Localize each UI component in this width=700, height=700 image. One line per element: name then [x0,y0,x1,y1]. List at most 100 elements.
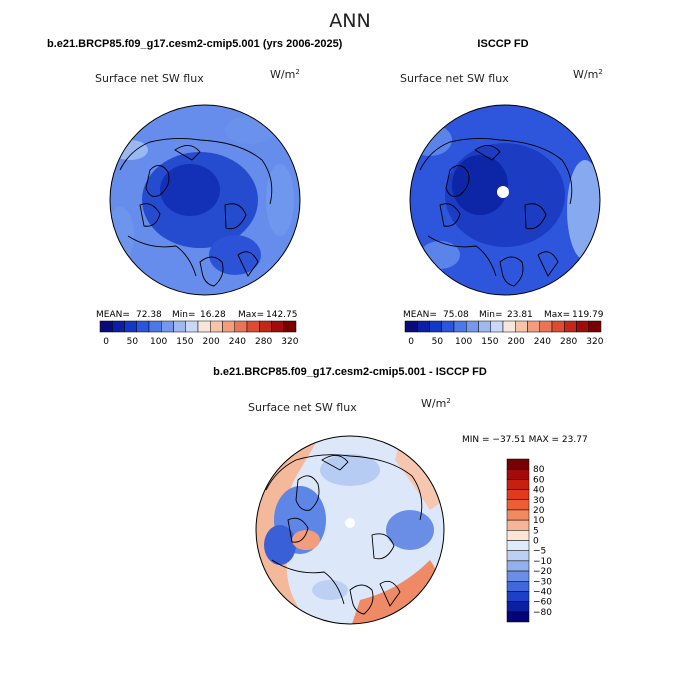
colorbar-swatch [506,519,530,531]
colorbar-tick-label: 50 [127,337,139,347]
panel-b-variable-label: Surface net SW flux [400,72,509,85]
colorbar-tick-label: 100 [455,337,472,347]
colorbar-swatch [173,320,186,333]
colorbar-swatch [506,458,530,470]
panel-b-mean-label: MEAN= [403,310,437,320]
colorbar-tick-label: −5 [533,547,546,557]
panel-b-field-patch [420,241,460,269]
colorbar-tick-label: 320 [281,337,298,347]
panel-b-field-patch [567,160,600,260]
colorbar-swatch [490,320,504,333]
panel-c-stats: MIN = −37.51 MAX = 23.77 [462,435,588,445]
colorbar-swatch [506,550,530,562]
panel-a-field-patch [209,235,261,275]
colorbar-swatch [283,320,297,333]
colorbar-swatch [210,320,223,333]
colorbar-swatch [222,320,235,333]
colorbar-swatch [506,581,530,592]
colorbar-swatch [502,320,516,333]
panel-a-map [109,104,301,296]
page-title: ANN [329,10,370,32]
panel-b-stats: MEAN= 75.08 Min= 23.81 Max= 119.79 [403,310,604,320]
colorbar-tick-label: 40 [533,486,545,496]
colorbar-tick-label: −80 [533,608,552,618]
colorbar-swatch [453,320,467,333]
colorbar-tick-label: 20 [533,506,545,516]
colorbar-swatch [551,320,565,333]
panel-c-units: W/m2 [421,397,451,410]
colorbar-swatch [124,320,137,333]
panel-b-colorbar: 0 50 100 150 200 240 280 320 [404,320,604,347]
panel-c-case-title: b.e21.BRCP85.f09_g17.cesm2-cmip5.001 - I… [213,366,487,378]
panel-a-min-label: Min= [172,310,196,320]
panel-a-min-value: 16.28 [200,310,226,320]
colorbar-swatch [506,540,530,551]
colorbar-swatch [429,320,442,333]
colorbar-swatch [161,320,174,333]
panel-b-units-label: W/m [573,68,598,81]
colorbar-swatch [185,320,199,333]
colorbar-swatch [506,560,530,572]
colorbar-tick-label: −10 [533,557,552,567]
colorbar-swatch [136,320,150,333]
panel-b-map-border [409,104,601,296]
panel-b-case-title: ISCCP FD [477,38,528,50]
colorbar-swatch [112,320,125,333]
colorbar-tick-label: 280 [560,337,577,347]
colorbar-swatch [404,320,418,333]
panel-a-colorbar: 0 50 100 150 200 240 280 320 [99,320,299,347]
panel-a-field-patch [160,164,220,216]
colorbar-swatch [506,468,530,480]
panel-a-units: W/m2 [270,68,300,81]
panel-a-case-title: b.e21.BRCP85.f09_g17.cesm2-cmip5.001 (yr… [47,38,343,50]
colorbar-tick-label: 30 [533,496,545,506]
colorbar-swatch [197,320,211,333]
panel-c-coastlines [265,454,423,615]
colorbar-swatch [506,499,530,511]
panel-a-field-patch [110,207,134,263]
panel-b-min-value: 23.81 [507,310,533,320]
panel-a-field-patch [266,164,294,236]
colorbar-swatch [441,320,455,333]
colorbar-swatch [148,320,162,333]
colorbar-tick-label: 100 [150,337,167,347]
colorbar-swatch [259,320,272,333]
panel-c-map-border [255,435,445,625]
colorbar-tick-label: 0 [533,537,539,547]
panel-a-mean-label: MEAN= [96,310,130,320]
colorbar-swatch [234,320,248,333]
panel-b-units-sup: 2 [598,68,602,76]
panel-b-mean-value: 75.08 [443,310,469,320]
colorbar-tick-label: 150 [481,337,498,347]
panel-c-missing-pole [345,518,355,528]
panel-c-units-sup: 2 [446,397,450,405]
panel-c-field-patch [292,530,320,550]
colorbar-tick-label: −20 [533,567,552,577]
colorbar-tick-label: 320 [586,337,603,347]
colorbar-swatch [506,479,530,490]
panel-c-field-patch [386,510,434,550]
panel-b-coastlines [419,137,573,287]
colorbar-swatch [466,320,479,333]
colorbar-swatch [417,320,430,333]
colorbar-tick-label: 60 [533,475,545,485]
colorbar-swatch [506,601,530,613]
colorbar-tick-label: 0 [103,337,109,347]
colorbar-swatch [527,320,540,333]
colorbar-swatch [246,320,260,333]
panel-c-field-patch [264,525,296,565]
panel-b-max-value: 119.79 [572,310,604,320]
panel-b-missing-pole [497,186,509,198]
colorbar-swatch [506,570,530,582]
panel-b-min-label: Min= [479,310,503,320]
colorbar-swatch [539,320,553,333]
panel-a-map-border [109,104,301,296]
panel-c-field-patch [320,454,380,486]
panel-a-mean-value: 72.38 [136,310,162,320]
colorbar-tick-label: 240 [229,337,246,347]
colorbar-tick-label: 10 [533,516,545,526]
colorbar-tick-label: 150 [176,337,193,347]
